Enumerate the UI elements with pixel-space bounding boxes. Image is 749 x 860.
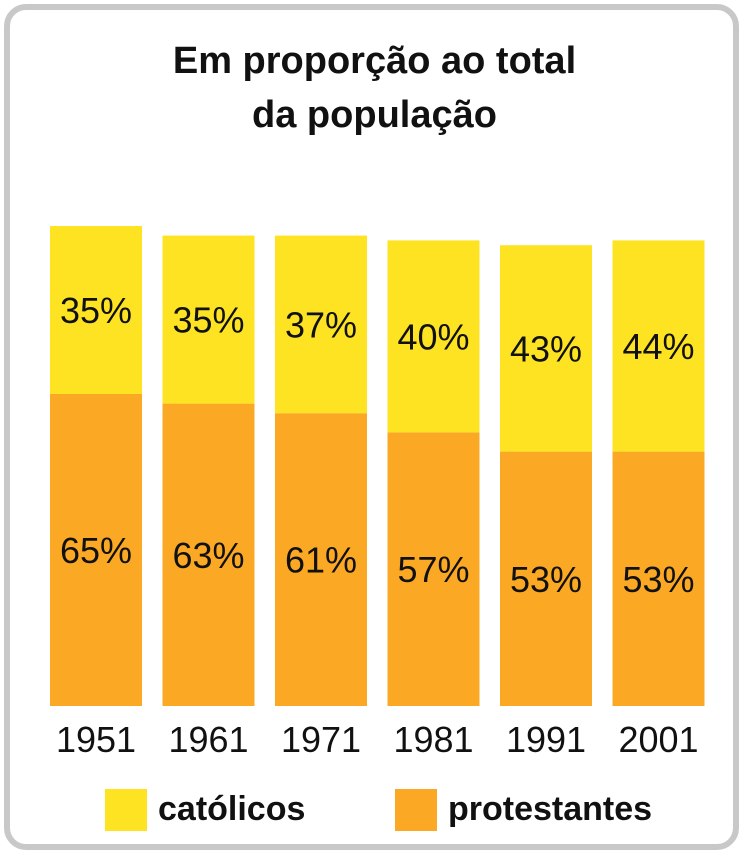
bar-catolicos-1961 bbox=[162, 235, 255, 404]
data-label-catolicos-2001: 44% bbox=[622, 326, 694, 367]
x-tick-label-1971: 1971 bbox=[281, 719, 361, 760]
bar-catolicos-1991 bbox=[500, 245, 592, 452]
bar-protestantes-2001 bbox=[612, 451, 705, 706]
data-label-protestantes-1961: 63% bbox=[172, 535, 244, 576]
x-tick-label-2001: 2001 bbox=[618, 719, 698, 760]
data-label-protestantes-1971: 61% bbox=[285, 540, 357, 581]
data-label-protestantes-1991: 53% bbox=[510, 559, 582, 600]
bar-catolicos-2001 bbox=[612, 240, 705, 452]
data-label-catolicos-1961: 35% bbox=[172, 300, 244, 341]
data-label-protestantes-2001: 53% bbox=[622, 559, 694, 600]
bar-protestantes-1971 bbox=[275, 413, 367, 706]
chart-title: Em proporção ao total bbox=[172, 40, 577, 82]
bar-protestantes-1951 bbox=[50, 394, 142, 706]
legend-label-protestantes: protestantes bbox=[448, 790, 653, 828]
chart-subtitle: da população bbox=[252, 94, 497, 136]
x-tick-label-1991: 1991 bbox=[506, 719, 586, 760]
data-label-catolicos-1981: 40% bbox=[397, 316, 469, 357]
data-label-catolicos-1951: 35% bbox=[60, 290, 132, 331]
bar-protestantes-1961 bbox=[162, 403, 255, 706]
x-tick-label-1981: 1981 bbox=[393, 719, 473, 760]
bar-catolicos-1971 bbox=[275, 235, 367, 414]
data-label-protestantes-1951: 65% bbox=[60, 530, 132, 571]
legend-label-catolicos: católicos bbox=[158, 790, 306, 828]
bar-catolicos-1951 bbox=[50, 226, 142, 394]
x-tick-label-1951: 1951 bbox=[56, 719, 136, 760]
data-label-catolicos-1991: 43% bbox=[510, 328, 582, 369]
legend-swatch-catolicos bbox=[105, 789, 147, 831]
bar-catolicos-1981 bbox=[387, 240, 480, 433]
data-label-catolicos-1971: 37% bbox=[285, 304, 357, 345]
bar-protestantes-1991 bbox=[500, 451, 592, 706]
bar-protestantes-1981 bbox=[387, 432, 480, 706]
x-tick-label-1961: 1961 bbox=[168, 719, 248, 760]
data-label-protestantes-1981: 57% bbox=[397, 549, 469, 590]
legend-swatch-protestantes bbox=[395, 789, 437, 831]
